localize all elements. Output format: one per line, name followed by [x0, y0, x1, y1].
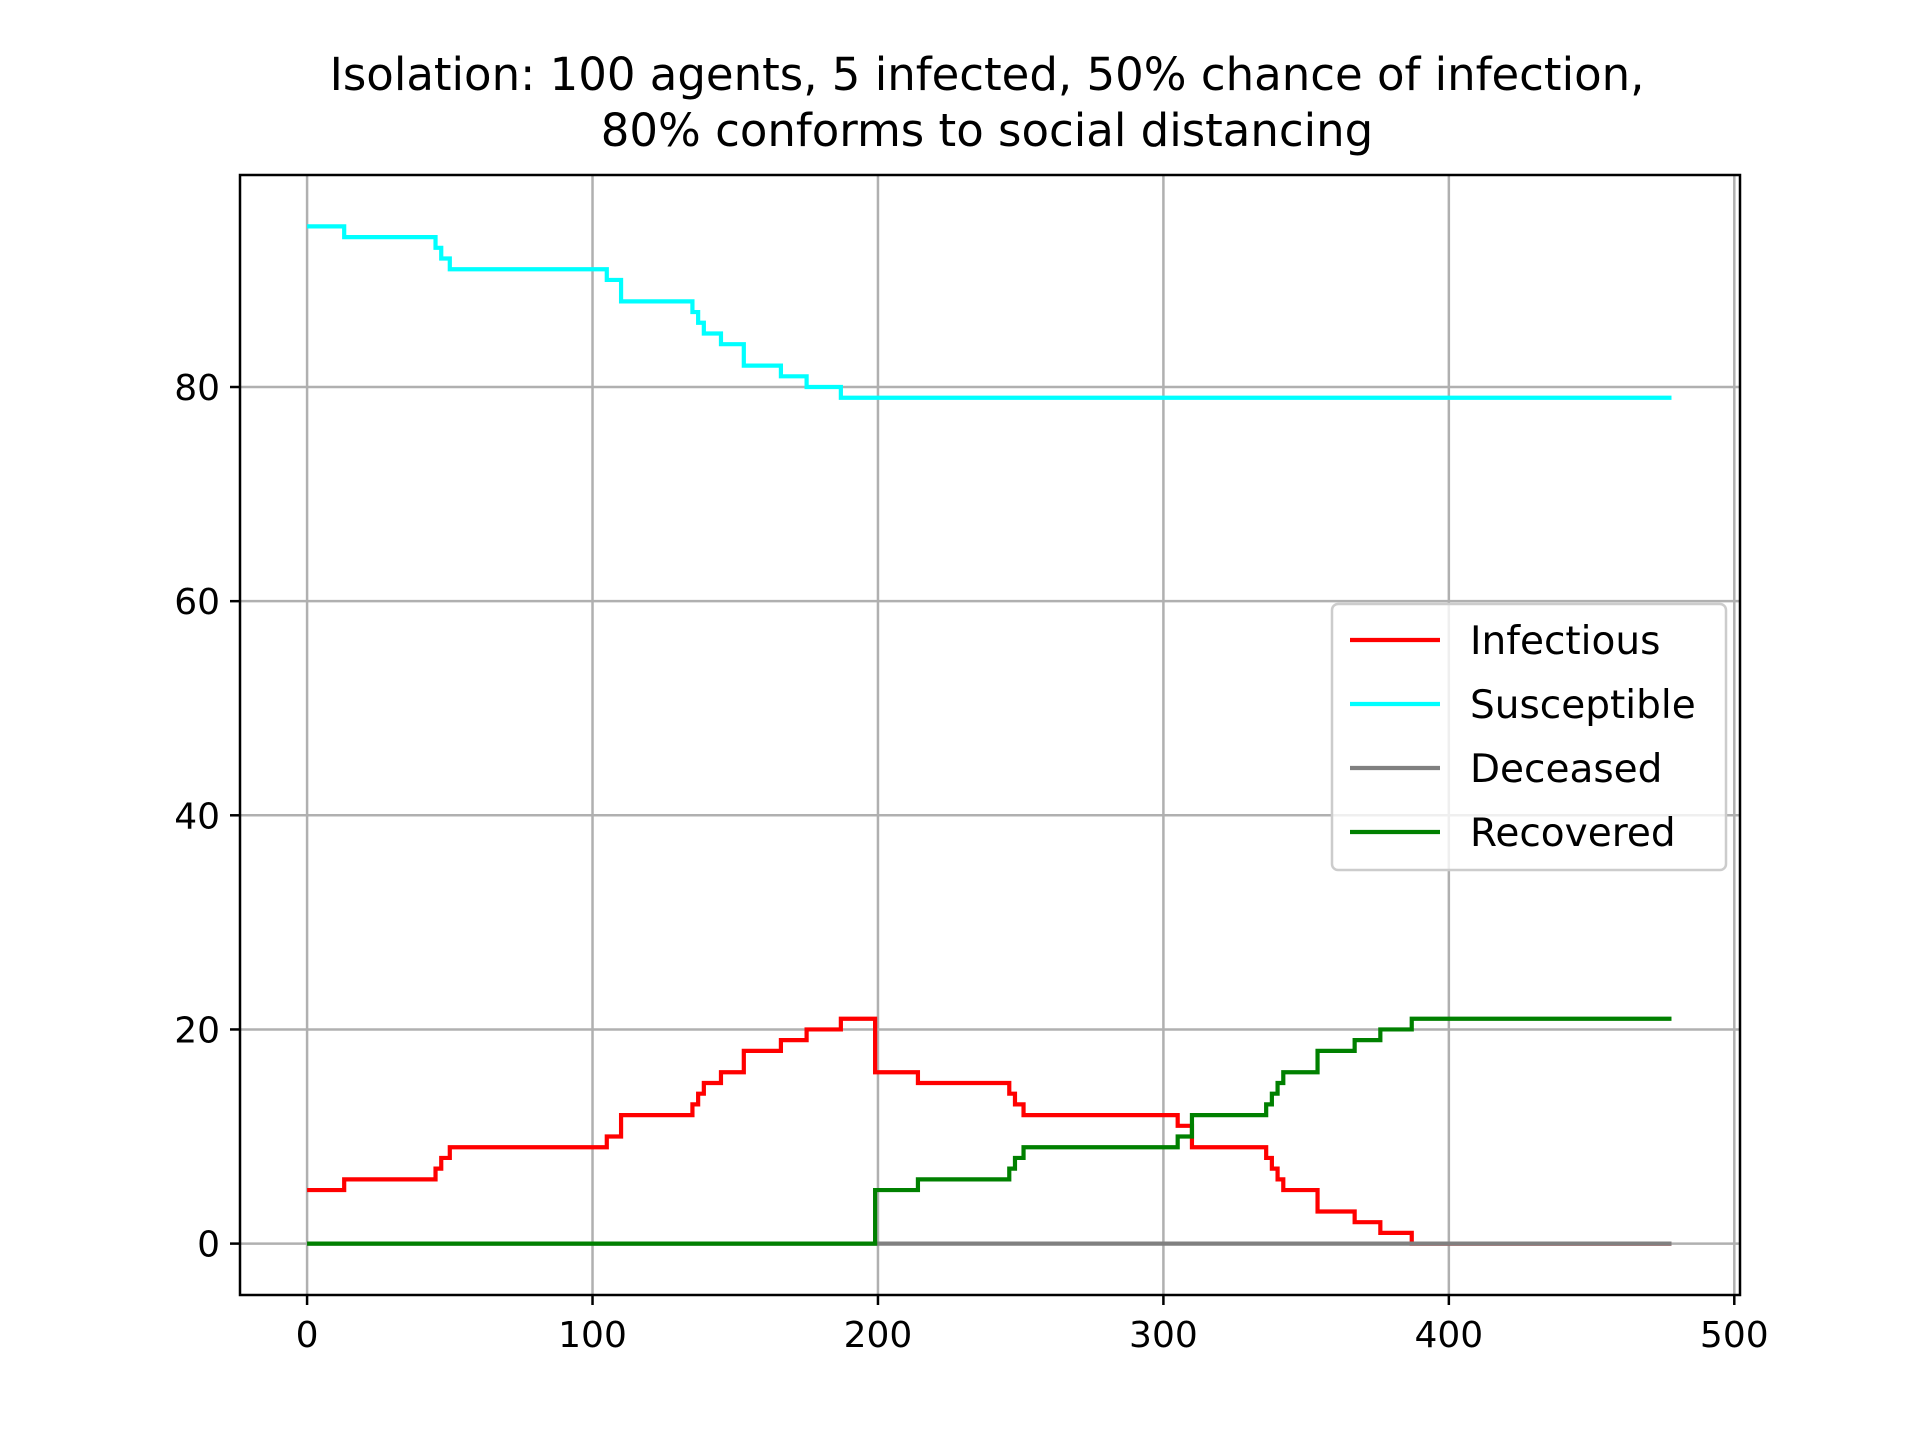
y-tick-label-60: 60 — [174, 582, 220, 623]
chart-title-line-1: Isolation: 100 agents, 5 infected, 50% c… — [330, 48, 1645, 101]
legend-label-recovered: Recovered — [1470, 811, 1676, 856]
y-tick-label-40: 40 — [174, 796, 220, 837]
series-lines — [307, 224, 1672, 1246]
legend-label-deceased: Deceased — [1470, 747, 1662, 792]
series-line-recovered — [307, 1016, 1672, 1246]
x-tick-label-500: 500 — [1700, 1315, 1769, 1356]
chart-title-line-2: 80% conforms to social distancing — [601, 104, 1373, 157]
legend-label-infectious: Infectious — [1470, 619, 1660, 664]
axis-ticks: 0 100 200 300 400 500 0 20 40 60 80 — [174, 368, 1768, 1356]
x-tick-label-300: 300 — [1129, 1315, 1198, 1356]
legend: Infectious Susceptible Deceased Recovered — [1330, 602, 1728, 872]
y-tick-label-20: 20 — [174, 1010, 220, 1051]
series-line-infectious — [307, 1016, 1672, 1246]
x-tick-label-0: 0 — [296, 1315, 319, 1356]
x-tick-label-100: 100 — [558, 1315, 627, 1356]
axes-frame — [238, 173, 1742, 1297]
legend-label-susceptible: Susceptible — [1470, 683, 1696, 728]
y-tick-label-80: 80 — [174, 368, 220, 409]
series-line-susceptible — [307, 224, 1672, 400]
x-tick-label-400: 400 — [1414, 1315, 1483, 1356]
x-tick-label-200: 200 — [844, 1315, 913, 1356]
y-tick-label-0: 0 — [197, 1225, 220, 1266]
legend-box — [1330, 602, 1728, 872]
